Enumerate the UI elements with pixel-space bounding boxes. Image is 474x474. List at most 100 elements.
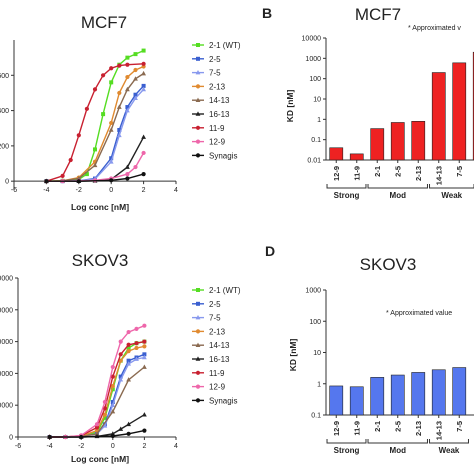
data-point	[102, 399, 107, 405]
bar	[349, 153, 364, 161]
data-point	[125, 176, 130, 181]
bar	[370, 128, 385, 161]
y-tick-label: 600	[0, 73, 9, 80]
legend-entry: Synagis	[209, 151, 237, 160]
x-axis-label: Log conc [nM]	[71, 454, 129, 464]
legend-swatch-marker	[196, 43, 200, 47]
x-tick-label: 0	[109, 187, 113, 194]
data-point	[133, 76, 138, 81]
group-label: Strong	[334, 191, 360, 200]
data-point	[47, 434, 52, 440]
legend-swatch-marker	[195, 384, 201, 389]
data-point	[126, 349, 131, 354]
y-tick-label: 30000	[0, 339, 13, 346]
y-tick-label: 10000	[302, 36, 322, 43]
data-point	[102, 406, 107, 411]
group-bracket	[326, 439, 367, 444]
legend-swatch-marker	[196, 56, 200, 61]
bar	[329, 147, 344, 161]
legend-swatch-marker	[195, 342, 201, 347]
data-point	[94, 425, 100, 430]
data-point	[109, 120, 114, 126]
data-point	[84, 106, 89, 111]
legend-swatch-marker	[195, 315, 201, 320]
x-tick-label: -2	[76, 187, 82, 194]
data-point	[108, 159, 114, 164]
group-label: Mod	[390, 191, 407, 200]
data-point	[141, 48, 146, 53]
data-point	[133, 52, 138, 57]
y-tick-label: 0.01	[307, 158, 321, 165]
y-tick-label: 10	[313, 97, 321, 104]
x-tick-label: -4	[43, 187, 49, 194]
x-tick-label: 2-1	[373, 421, 382, 432]
x-tick-label: 2	[142, 187, 146, 194]
x-tick-label: 14-13	[434, 421, 443, 440]
y-tick-label: 1	[317, 117, 321, 124]
legend-swatch-marker	[195, 370, 201, 375]
legend-swatch-marker	[195, 84, 201, 89]
bar	[431, 72, 446, 161]
panel-letter: D	[265, 243, 275, 259]
data-point	[102, 423, 108, 428]
x-tick-label: 7-5	[455, 166, 464, 177]
annotation-note: * Approximated value	[386, 310, 452, 317]
x-tick-label: 4	[174, 187, 178, 194]
legend-entry: 7-5	[209, 314, 221, 323]
y-tick-label: 400	[0, 108, 9, 115]
y-tick-label: 200	[0, 143, 9, 150]
x-tick-label: 0	[111, 443, 115, 450]
y-tick-label: 20000	[0, 371, 13, 378]
bar	[452, 367, 467, 416]
data-point	[76, 133, 81, 138]
data-point	[117, 63, 122, 68]
group-bracket	[367, 439, 428, 444]
x-tick-label: 11-9	[352, 166, 361, 181]
x-tick-label: -6	[11, 187, 17, 194]
data-point	[142, 354, 147, 360]
data-point	[108, 127, 114, 132]
legend-entry: 2-13	[209, 82, 226, 91]
chart-title: MCF7	[81, 13, 127, 32]
data-point	[118, 339, 123, 344]
y-tick-label: 1	[317, 381, 321, 388]
data-point	[125, 86, 130, 92]
x-tick-label: 2-1	[373, 166, 382, 177]
data-point	[142, 428, 147, 433]
data-point	[133, 164, 138, 170]
x-tick-label: 2-13	[414, 166, 423, 181]
y-tick-label: 0.1	[311, 137, 321, 144]
group-bracket	[326, 184, 367, 189]
data-point	[94, 431, 100, 436]
y-tick-label: 0	[5, 179, 9, 186]
data-point	[125, 105, 130, 110]
data-point	[141, 86, 146, 92]
y-tick-label: 0.1	[311, 413, 321, 420]
legend-entry: 16-13	[209, 355, 230, 364]
group-label: Strong	[334, 446, 360, 455]
group-bracket	[367, 184, 428, 189]
data-point	[94, 422, 100, 427]
data-point	[118, 358, 123, 363]
data-point	[133, 95, 138, 101]
x-tick-label: 11-9	[352, 421, 361, 436]
legend-entry: 14-13	[209, 96, 230, 105]
legend-swatch-marker	[196, 301, 200, 306]
data-point	[142, 352, 147, 357]
data-point	[134, 345, 139, 351]
data-point	[109, 80, 114, 85]
group-label: Weak	[441, 191, 462, 200]
data-point	[109, 156, 114, 161]
data-point	[92, 162, 98, 168]
data-point	[118, 374, 123, 379]
data-point	[79, 434, 84, 440]
legend-swatch-marker	[195, 125, 201, 130]
bar	[431, 369, 446, 416]
data-point	[142, 364, 147, 369]
data-point	[117, 90, 122, 96]
data-point	[76, 179, 81, 184]
y-tick-label: 10	[313, 350, 321, 357]
